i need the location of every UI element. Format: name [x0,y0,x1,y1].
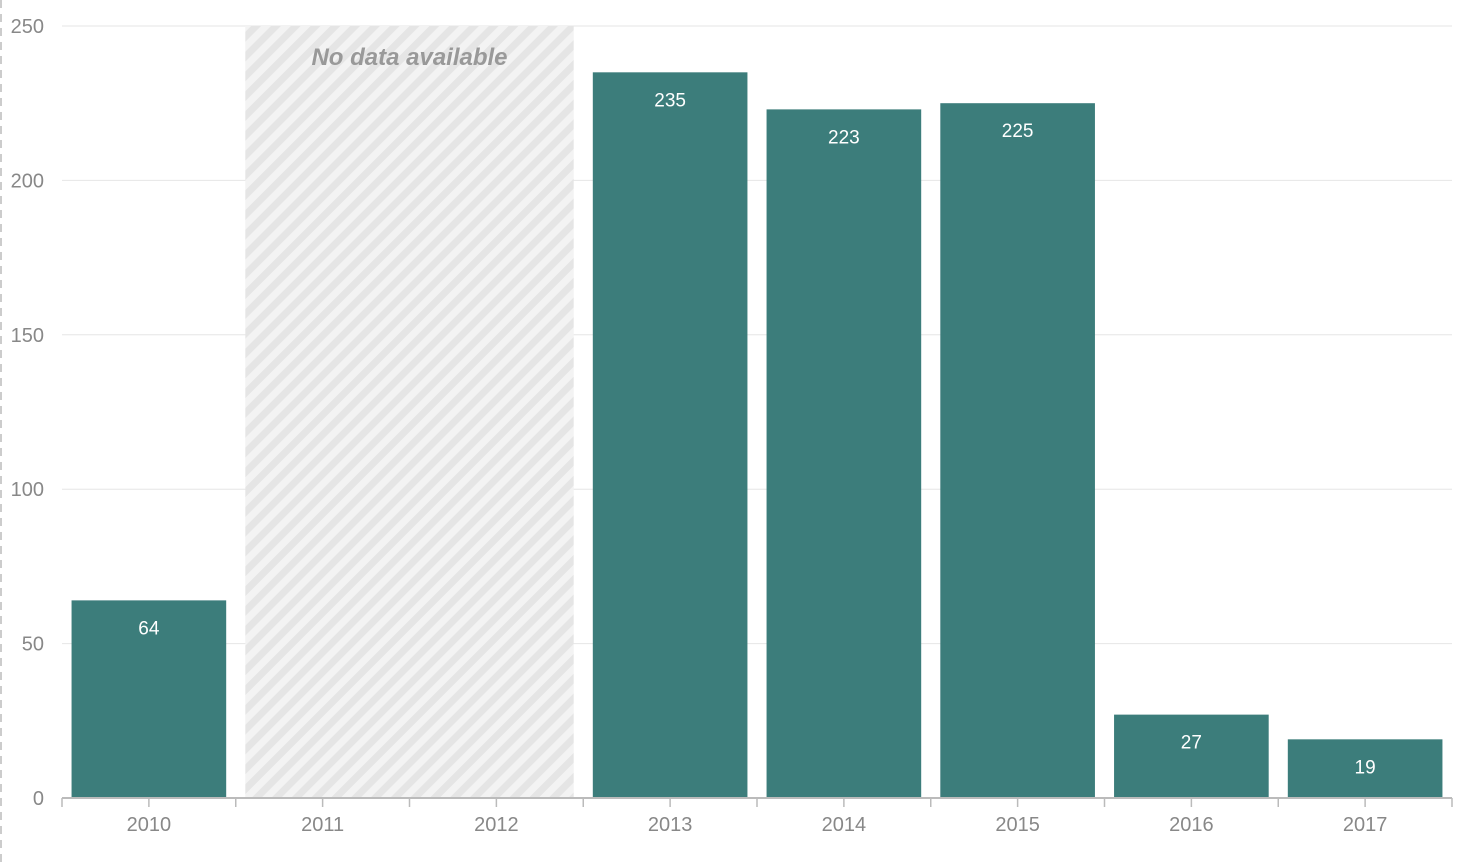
x-tick-label: 2014 [822,814,867,836]
no-data-region: No data available [245,26,574,798]
bar-2014 [766,109,922,799]
bar-value-label: 27 [1181,733,1202,754]
x-axis [61,797,1453,807]
bars: 64 235 223 225 27 19 [71,72,1443,799]
y-tick-label: 250 [11,16,44,38]
y-tick-label: 150 [11,325,44,347]
y-tick-label: 100 [11,479,44,501]
bar-value-label: 225 [1002,121,1034,142]
no-data-hatch [245,26,574,798]
x-tick-label: 2012 [474,814,519,836]
bar-2016 [1114,714,1269,798]
y-tick-label: 50 [22,634,44,656]
y-tick-label: 200 [11,170,44,192]
bar-value-label: 19 [1355,757,1376,778]
x-tick-label: 2017 [1343,814,1388,836]
x-tick-label: 2015 [995,814,1040,836]
x-tick-labels: 2010 2011 2012 2013 2014 2015 2016 2017 [127,814,1388,836]
bar-value-label: 223 [828,127,860,148]
bar-value-label: 64 [138,618,160,639]
x-tick-label: 2011 [301,814,344,836]
x-tick-label: 2010 [127,814,172,836]
bar-value-label: 235 [654,90,686,111]
x-tick-label: 2016 [1169,814,1214,836]
y-tick-label: 0 [33,788,44,810]
y-axis: 0 50 100 150 200 250 [11,16,44,810]
bar-2015 [940,103,1095,798]
bar-2017 [1287,739,1443,798]
bar-2010 [71,600,227,798]
x-tick-label: 2013 [648,814,693,836]
bar-2013 [592,72,748,798]
no-data-label: No data available [311,44,507,71]
